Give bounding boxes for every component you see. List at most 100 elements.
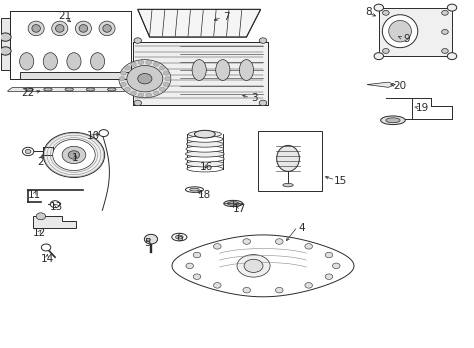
Polygon shape [133, 42, 268, 105]
Circle shape [154, 91, 159, 95]
Circle shape [41, 244, 51, 251]
Circle shape [447, 53, 457, 60]
Ellipse shape [43, 53, 57, 70]
Text: 6: 6 [176, 233, 182, 243]
Circle shape [121, 82, 127, 86]
Ellipse shape [19, 53, 34, 70]
Circle shape [138, 93, 144, 97]
FancyBboxPatch shape [258, 130, 322, 191]
Text: 1: 1 [72, 153, 79, 164]
Circle shape [164, 77, 170, 81]
Circle shape [119, 60, 171, 98]
Polygon shape [172, 235, 354, 297]
Circle shape [119, 77, 125, 81]
Text: 11: 11 [28, 190, 41, 200]
Text: 9: 9 [403, 34, 410, 44]
Ellipse shape [79, 25, 88, 32]
Circle shape [275, 287, 283, 293]
Circle shape [305, 283, 312, 288]
Circle shape [442, 30, 448, 34]
Polygon shape [10, 11, 131, 70]
Ellipse shape [389, 21, 411, 42]
Ellipse shape [239, 60, 254, 80]
Polygon shape [0, 18, 10, 70]
Text: 12: 12 [33, 228, 46, 238]
Circle shape [383, 10, 389, 15]
Circle shape [383, 30, 389, 34]
Text: 16: 16 [200, 162, 213, 172]
Text: 8: 8 [365, 7, 372, 17]
Ellipse shape [65, 88, 73, 91]
Circle shape [442, 48, 448, 53]
Circle shape [25, 149, 31, 153]
Circle shape [36, 213, 46, 220]
Circle shape [259, 38, 267, 44]
Ellipse shape [28, 21, 44, 36]
Circle shape [125, 87, 130, 92]
Text: 22: 22 [21, 88, 35, 97]
Circle shape [0, 47, 11, 55]
Circle shape [243, 287, 250, 293]
Circle shape [374, 4, 383, 11]
Polygon shape [379, 8, 452, 56]
Ellipse shape [55, 25, 64, 32]
Ellipse shape [108, 88, 116, 91]
Polygon shape [10, 11, 131, 79]
Text: 20: 20 [393, 81, 407, 90]
Ellipse shape [91, 53, 105, 70]
Text: 10: 10 [87, 131, 100, 141]
Ellipse shape [185, 156, 224, 162]
Ellipse shape [187, 136, 223, 142]
Text: 15: 15 [333, 176, 346, 186]
Ellipse shape [216, 60, 230, 80]
Circle shape [138, 73, 152, 84]
Ellipse shape [99, 21, 115, 36]
Polygon shape [138, 9, 261, 37]
Circle shape [193, 252, 201, 258]
Circle shape [146, 93, 152, 97]
Circle shape [164, 82, 169, 86]
Circle shape [134, 100, 142, 106]
Ellipse shape [67, 53, 81, 70]
Circle shape [146, 60, 152, 64]
Ellipse shape [52, 21, 68, 36]
Polygon shape [8, 87, 128, 92]
Circle shape [0, 33, 11, 41]
Circle shape [214, 244, 221, 249]
Text: 18: 18 [198, 190, 211, 200]
Circle shape [164, 71, 169, 75]
Circle shape [131, 91, 137, 95]
Circle shape [138, 60, 144, 64]
Ellipse shape [75, 21, 91, 36]
Circle shape [275, 239, 283, 244]
Circle shape [159, 87, 165, 92]
Circle shape [53, 139, 95, 171]
Circle shape [125, 66, 130, 70]
Circle shape [99, 130, 109, 136]
Ellipse shape [244, 259, 263, 272]
Circle shape [50, 201, 60, 208]
Circle shape [186, 263, 193, 269]
Text: 4: 4 [299, 223, 306, 233]
Ellipse shape [185, 187, 203, 192]
Ellipse shape [277, 145, 300, 172]
Text: 13: 13 [50, 202, 63, 212]
Polygon shape [367, 82, 395, 87]
Circle shape [214, 283, 221, 288]
Ellipse shape [103, 25, 111, 32]
Circle shape [159, 66, 165, 70]
Circle shape [243, 239, 250, 244]
Ellipse shape [187, 166, 223, 172]
Circle shape [374, 53, 383, 60]
Circle shape [145, 234, 157, 244]
Ellipse shape [381, 116, 405, 125]
Circle shape [131, 62, 137, 66]
Circle shape [62, 146, 86, 164]
Ellipse shape [194, 130, 215, 138]
Text: 2: 2 [37, 157, 44, 167]
Ellipse shape [190, 188, 199, 191]
Circle shape [22, 147, 34, 156]
Ellipse shape [283, 183, 293, 187]
Circle shape [121, 71, 127, 75]
Polygon shape [33, 216, 76, 228]
